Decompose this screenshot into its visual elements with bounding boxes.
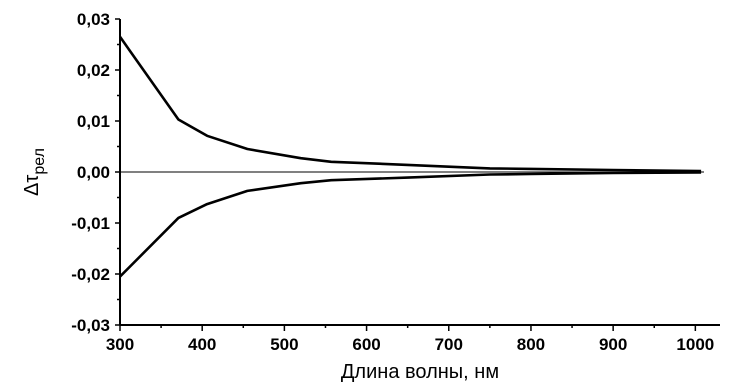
y-axis-title-main: Δτ	[21, 175, 43, 196]
y-tick-label: 0,03	[77, 10, 110, 29]
x-tick-label: 800	[517, 335, 545, 354]
x-tick-label: 900	[599, 335, 627, 354]
x-tick-label: 400	[188, 335, 216, 354]
y-axis-title-sub: рел	[31, 148, 48, 175]
y-tick-label: -0,02	[71, 265, 110, 284]
x-tick-label: 500	[270, 335, 298, 354]
y-axis-title: Δτрел	[21, 148, 48, 196]
x-tick-label: 1000	[676, 335, 714, 354]
x-tick-label: 700	[435, 335, 463, 354]
y-tick-label: 0,01	[77, 112, 110, 131]
x-tick-label: 600	[352, 335, 380, 354]
x-axis-title: Длина волны, нм	[341, 361, 499, 383]
y-tick-label: 0,00	[77, 163, 110, 182]
y-tick-label: -0,03	[71, 316, 110, 335]
y-tick-label: -0,01	[71, 214, 110, 233]
x-tick-label: 300	[106, 335, 134, 354]
series-layer	[118, 36, 702, 278]
series-line-upper	[118, 36, 702, 173]
series-line-lower	[119, 171, 702, 278]
y-tick-label: 0,02	[77, 61, 110, 80]
